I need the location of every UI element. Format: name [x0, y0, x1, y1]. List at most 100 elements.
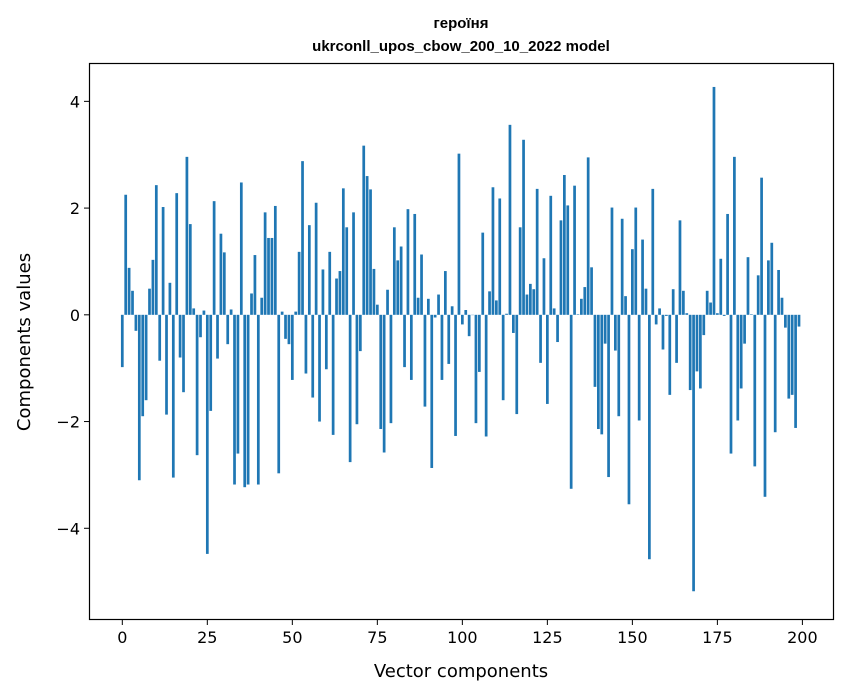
bar-110 [494, 300, 498, 315]
bar-175 [716, 313, 719, 315]
bar-24 [202, 310, 206, 315]
bar-50 [290, 314, 294, 380]
bar-137 [586, 157, 590, 315]
bar-73 [369, 189, 372, 315]
bar-192 [773, 314, 777, 433]
bar-146 [617, 314, 621, 417]
x-tick-label: 100 [447, 628, 478, 647]
bar-92 [433, 314, 437, 318]
bar-81 [396, 260, 400, 315]
bar-136 [583, 287, 587, 315]
bar-30 [222, 252, 226, 315]
bar-18 [182, 314, 185, 393]
bar-87 [416, 297, 420, 315]
bar-60 [324, 314, 328, 370]
bar-177 [722, 314, 726, 316]
bar-37 [246, 314, 250, 485]
bar-10 [154, 185, 158, 315]
bar-133 [573, 185, 576, 315]
bar-179 [729, 314, 733, 454]
bar-21 [192, 308, 196, 315]
x-tick-label: 200 [787, 628, 818, 647]
bar-168 [692, 314, 695, 592]
y-tick-label: −2 [56, 413, 80, 432]
bar-88 [420, 254, 423, 315]
bar-195 [784, 314, 787, 328]
bar-147 [620, 218, 624, 315]
bar-51 [294, 311, 298, 315]
bar-186 [753, 314, 757, 467]
bar-157 [654, 314, 658, 325]
bar-141 [600, 314, 604, 435]
bar-69 [355, 314, 359, 425]
bar-14 [168, 282, 172, 315]
bar-101 [464, 310, 468, 315]
bar-180 [733, 156, 736, 315]
bar-53 [301, 161, 304, 315]
bar-100 [460, 314, 464, 325]
bar-25 [205, 314, 209, 554]
bar-95 [443, 271, 447, 315]
bar-149 [627, 314, 631, 505]
bar-132 [569, 314, 573, 489]
bar-128 [556, 314, 559, 343]
bar-80 [392, 227, 396, 315]
bar-91 [430, 314, 434, 468]
bar-198 [794, 314, 797, 428]
bar-47 [280, 311, 284, 315]
bar-183 [743, 314, 746, 344]
bar-78 [386, 289, 389, 315]
bar-151 [634, 207, 638, 315]
bar-96 [447, 314, 451, 364]
bar-64 [338, 271, 342, 315]
bar-156 [651, 188, 655, 315]
bar-45 [273, 205, 277, 315]
bar-125 [546, 314, 549, 404]
x-tick-label: 150 [617, 628, 648, 647]
bar-185 [750, 314, 753, 315]
bar-46 [277, 314, 281, 474]
bar-59 [321, 269, 325, 315]
y-axis-label: Components values [14, 253, 35, 431]
bar-102 [467, 314, 471, 337]
bar-66 [345, 227, 349, 315]
x-tick-label: 75 [367, 628, 387, 647]
bar-61 [328, 251, 332, 315]
bar-184 [746, 257, 750, 315]
bar-1 [124, 194, 128, 315]
bar-124 [542, 258, 546, 315]
bar-13 [165, 314, 168, 415]
bar-2 [127, 267, 131, 315]
bar-4 [134, 314, 138, 331]
bar-75 [375, 304, 379, 315]
bar-140 [597, 314, 600, 430]
bar-117 [518, 227, 522, 315]
bar-93 [437, 294, 440, 315]
bar-83 [403, 314, 406, 368]
bar-48 [284, 314, 287, 339]
bar-167 [688, 314, 692, 391]
bar-5 [137, 314, 141, 481]
bar-57 [314, 202, 318, 315]
bar-32 [229, 309, 233, 315]
bar-197 [790, 314, 794, 395]
bar-188 [760, 177, 763, 315]
bar-118 [522, 139, 525, 315]
bar-166 [685, 313, 689, 315]
bar-77 [382, 314, 386, 453]
bar-145 [614, 314, 617, 351]
x-tick-label: 50 [282, 628, 302, 647]
bar-0 [120, 314, 124, 368]
bar-84 [406, 209, 410, 315]
bar-189 [763, 314, 767, 497]
bar-99 [457, 153, 461, 315]
bar-164 [678, 220, 682, 315]
bar-138 [590, 267, 593, 315]
bar-19 [185, 156, 189, 315]
bar-123 [539, 314, 542, 363]
bar-142 [603, 314, 607, 344]
bar-3 [131, 290, 134, 315]
bar-29 [219, 233, 223, 315]
bar-134 [576, 314, 580, 315]
